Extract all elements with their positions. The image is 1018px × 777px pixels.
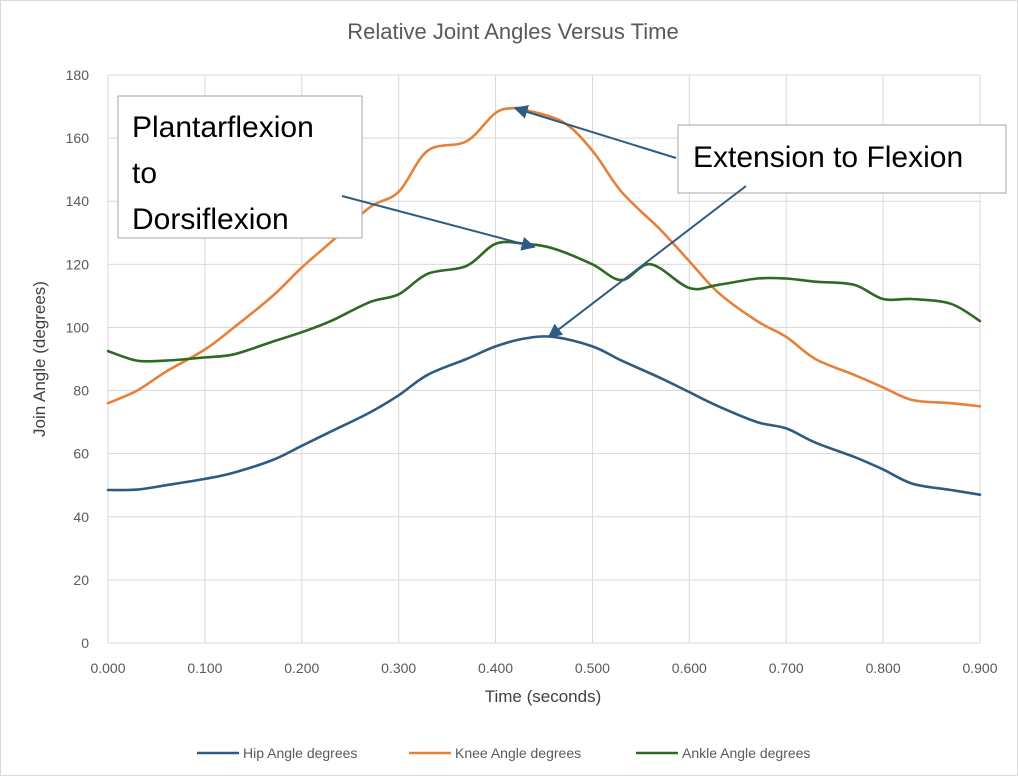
callout-arrow-plantarflexion — [341, 195, 536, 251]
callout-text-extension: Extension to Flexion — [693, 141, 963, 174]
callout-text-plantarflexion: to — [132, 157, 157, 190]
callout-box-extension — [677, 124, 1007, 194]
legend-label-hip: Hip Angle degrees — [243, 745, 357, 761]
y-tick-label: 120 — [66, 256, 90, 272]
x-tick-label: 0.100 — [187, 660, 222, 676]
y-tick-label: 140 — [66, 193, 90, 209]
y-tick-label: 180 — [66, 67, 90, 83]
y-tick-label: 60 — [73, 446, 89, 462]
legend: Hip Angle degrees Knee Angle degrees Ankle… — [197, 745, 810, 761]
callout-arrow-extension-knee — [513, 105, 677, 159]
x-tick-label: 0.400 — [478, 660, 513, 676]
legend-label-ankle: Ankle Angle degrees — [682, 745, 810, 761]
x-tick-label: 0.000 — [90, 660, 125, 676]
series-line-ankle — [106, 240, 982, 363]
x-tick-label: 0.800 — [866, 660, 901, 676]
x-tick-label: 0.900 — [962, 660, 997, 676]
chart-title: Relative Joint Angles Versus Time — [347, 19, 678, 44]
callout-arrow-extension-hip — [547, 185, 747, 338]
x-tick-label: 0.500 — [575, 660, 610, 676]
y-tick-label: 0 — [81, 635, 89, 651]
y-tick-label: 40 — [73, 509, 89, 525]
x-axis-title: Time (seconds) — [485, 687, 602, 706]
x-tick-label: 0.200 — [284, 660, 319, 676]
callouts: Plantarflexion to Dorsiflexion Extension to… — [117, 95, 1007, 338]
y-tick-label: 160 — [66, 130, 90, 146]
callout-box-plantarflexion — [117, 95, 363, 239]
x-tick-label: 0.300 — [381, 660, 416, 676]
callout-text-plantarflexion: Plantarflexion — [132, 111, 314, 144]
y-tick-label: 80 — [73, 383, 89, 399]
legend-label-knee: Knee Angle degrees — [455, 745, 581, 761]
y-tick-label: 100 — [66, 319, 90, 335]
tick-labels: 0 20 40 60 80 100 120 140 160 180 0.000 0.100 0.200 0… — [66, 67, 998, 676]
x-tick-label: 0.600 — [672, 660, 707, 676]
x-tick-label: 0.700 — [769, 660, 804, 676]
series-line-hip — [106, 335, 982, 496]
y-tick-label: 20 — [73, 572, 89, 588]
y-axis-title: Join Angle (degrees) — [30, 281, 49, 437]
callout-text-plantarflexion: Dorsiflexion — [132, 203, 289, 236]
